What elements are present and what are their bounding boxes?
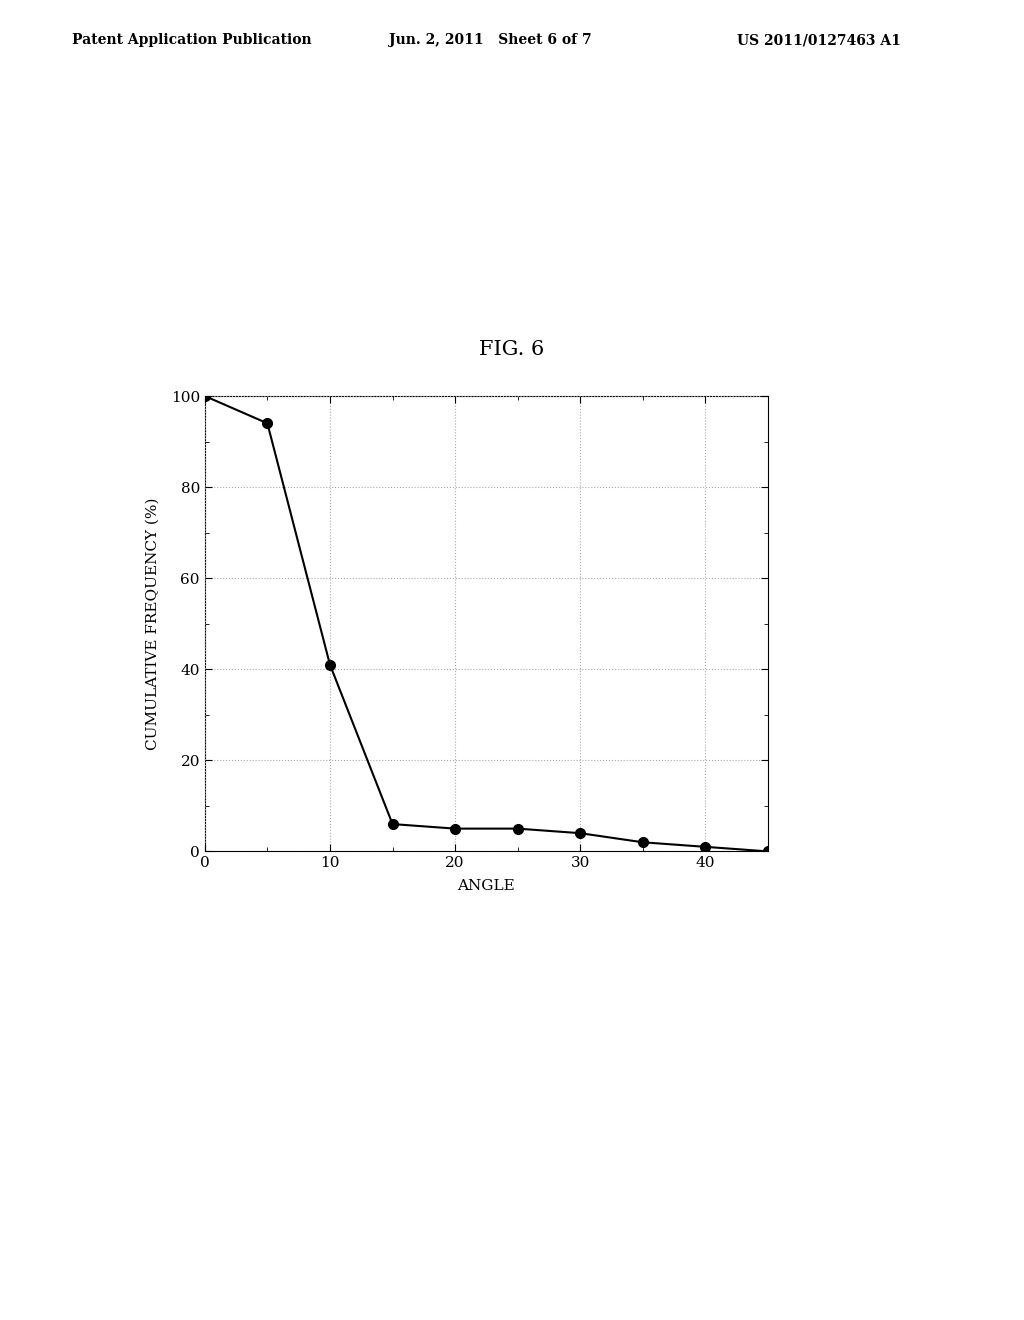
Text: US 2011/0127463 A1: US 2011/0127463 A1 bbox=[737, 33, 901, 48]
Y-axis label: CUMULATIVE FREQUENCY (%): CUMULATIVE FREQUENCY (%) bbox=[145, 498, 160, 750]
Text: FIG. 6: FIG. 6 bbox=[479, 341, 545, 359]
Text: Patent Application Publication: Patent Application Publication bbox=[72, 33, 311, 48]
Text: Jun. 2, 2011   Sheet 6 of 7: Jun. 2, 2011 Sheet 6 of 7 bbox=[389, 33, 592, 48]
X-axis label: ANGLE: ANGLE bbox=[458, 879, 515, 892]
